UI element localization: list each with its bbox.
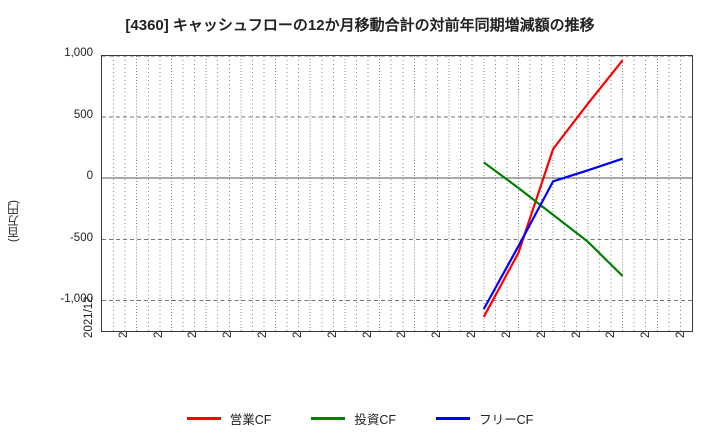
y-axis-tick-label: 500	[73, 108, 93, 121]
series-lines	[482, 59, 624, 318]
y-axis-title: (百万円)	[8, 200, 20, 243]
legend-label: 投資CF	[354, 413, 397, 427]
series-line	[482, 157, 623, 310]
plot-area	[101, 55, 693, 332]
legend-color-swatch	[436, 417, 471, 420]
legend-item-1[interactable]: 営業CF	[186, 409, 272, 428]
series-line	[482, 59, 624, 318]
legend-item-2[interactable]: 投資CF	[311, 409, 396, 428]
legend-label: フリーCF	[479, 413, 534, 427]
y-axis-tick-label: 0	[86, 170, 93, 183]
x-axis-tick-label: 2021/12	[83, 296, 95, 338]
legend-color-swatch	[186, 417, 221, 420]
y-axis-tick-label: -500	[69, 231, 93, 244]
legend-color-swatch	[311, 417, 346, 420]
grid-lines	[102, 56, 692, 331]
chart-legend: 営業CF 投資CF フリーCF	[0, 409, 720, 428]
page-title: [4360] キャッシュフローの12か月移動合計の対前年同期増減額の推移	[125, 17, 595, 34]
legend-label: 営業CF	[229, 413, 272, 427]
y-axis-tick-label: 1,000	[64, 47, 93, 59]
y-axis-tick-label: -1,000	[60, 293, 93, 306]
series-line	[483, 161, 624, 277]
legend-item-3[interactable]: フリーCF	[436, 409, 533, 428]
